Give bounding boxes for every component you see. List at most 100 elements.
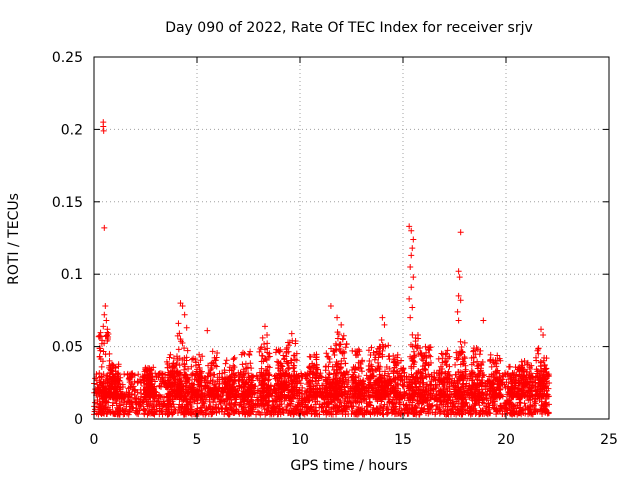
data-point <box>455 268 462 275</box>
data-point <box>124 371 131 378</box>
data-point <box>91 408 98 415</box>
data-point <box>455 317 462 324</box>
data-point <box>379 314 386 321</box>
data-point <box>113 392 120 399</box>
data-point <box>546 401 553 408</box>
data-point <box>516 408 523 415</box>
data-point <box>326 371 333 378</box>
y-tick-label: 0 <box>74 412 83 428</box>
data-point <box>334 335 341 342</box>
data-point <box>218 408 225 415</box>
data-point <box>198 408 205 415</box>
data-point <box>299 395 306 402</box>
data-point <box>484 377 491 384</box>
data-point <box>338 409 345 416</box>
data-point <box>116 402 123 409</box>
data-point <box>288 330 295 337</box>
data-point <box>435 355 442 362</box>
data-point <box>275 407 282 414</box>
data-point <box>272 386 279 393</box>
data-point <box>263 410 270 417</box>
data-point <box>98 340 105 347</box>
data-point <box>167 351 174 358</box>
data-point <box>372 409 379 416</box>
data-point <box>202 383 209 390</box>
data-point <box>111 379 118 386</box>
data-point <box>363 400 370 407</box>
data-point <box>465 410 472 417</box>
data-point <box>449 403 456 410</box>
data-point <box>425 410 432 417</box>
y-axis-label: ROTI / TECUs <box>6 193 22 285</box>
data-point <box>269 401 276 408</box>
data-point <box>392 400 399 407</box>
data-point <box>352 397 359 404</box>
data-point <box>350 403 357 410</box>
data-point <box>334 314 341 321</box>
data-point <box>121 411 128 418</box>
data-point <box>115 380 122 387</box>
data-point <box>239 361 246 368</box>
x-tick-label: 5 <box>193 432 202 448</box>
data-point <box>277 398 284 405</box>
data-point <box>155 372 162 379</box>
data-point <box>532 405 539 412</box>
data-point <box>322 363 329 370</box>
data-point <box>113 386 120 393</box>
data-point <box>185 405 192 412</box>
data-point <box>526 406 533 413</box>
data-point <box>505 400 512 407</box>
x-tick-label: 0 <box>90 432 99 448</box>
data-point <box>460 399 467 406</box>
data-point <box>395 399 402 406</box>
data-point <box>453 409 460 416</box>
data-point <box>246 352 253 359</box>
data-point <box>525 411 532 418</box>
data-point <box>256 402 263 409</box>
data-point <box>237 399 244 406</box>
data-point <box>170 409 177 416</box>
data-point <box>251 390 258 397</box>
data-point <box>402 405 409 412</box>
data-point <box>299 390 306 397</box>
data-point <box>319 403 326 410</box>
data-point <box>145 382 152 389</box>
data-point <box>303 375 310 382</box>
data-point <box>424 402 431 409</box>
data-point <box>264 402 271 409</box>
data-point <box>100 323 107 330</box>
data-point <box>477 347 484 354</box>
data-point <box>158 401 165 408</box>
data-point <box>407 314 414 321</box>
data-point <box>522 405 529 412</box>
data-point <box>464 407 471 414</box>
data-point <box>394 351 401 358</box>
data-point <box>176 401 183 408</box>
data-point <box>101 311 108 318</box>
data-point <box>194 400 201 407</box>
data-point <box>518 358 525 365</box>
data-point <box>181 311 188 318</box>
data-point <box>119 383 126 390</box>
data-point <box>458 408 465 415</box>
data-point <box>134 389 141 396</box>
data-point <box>103 372 110 379</box>
data-point <box>409 331 416 338</box>
data-point <box>112 385 119 392</box>
data-point <box>203 378 210 385</box>
data-point <box>514 411 521 418</box>
data-point <box>225 411 232 418</box>
data-point <box>353 409 360 416</box>
data-point <box>419 399 426 406</box>
data-point <box>144 403 151 410</box>
data-point <box>133 405 140 412</box>
data-points <box>91 119 553 418</box>
data-point <box>375 408 382 415</box>
data-point <box>344 383 351 390</box>
data-point <box>156 383 163 390</box>
data-point <box>199 409 206 416</box>
data-point <box>483 403 490 410</box>
data-point <box>284 410 291 417</box>
data-point <box>264 332 271 339</box>
data-point <box>331 351 338 358</box>
